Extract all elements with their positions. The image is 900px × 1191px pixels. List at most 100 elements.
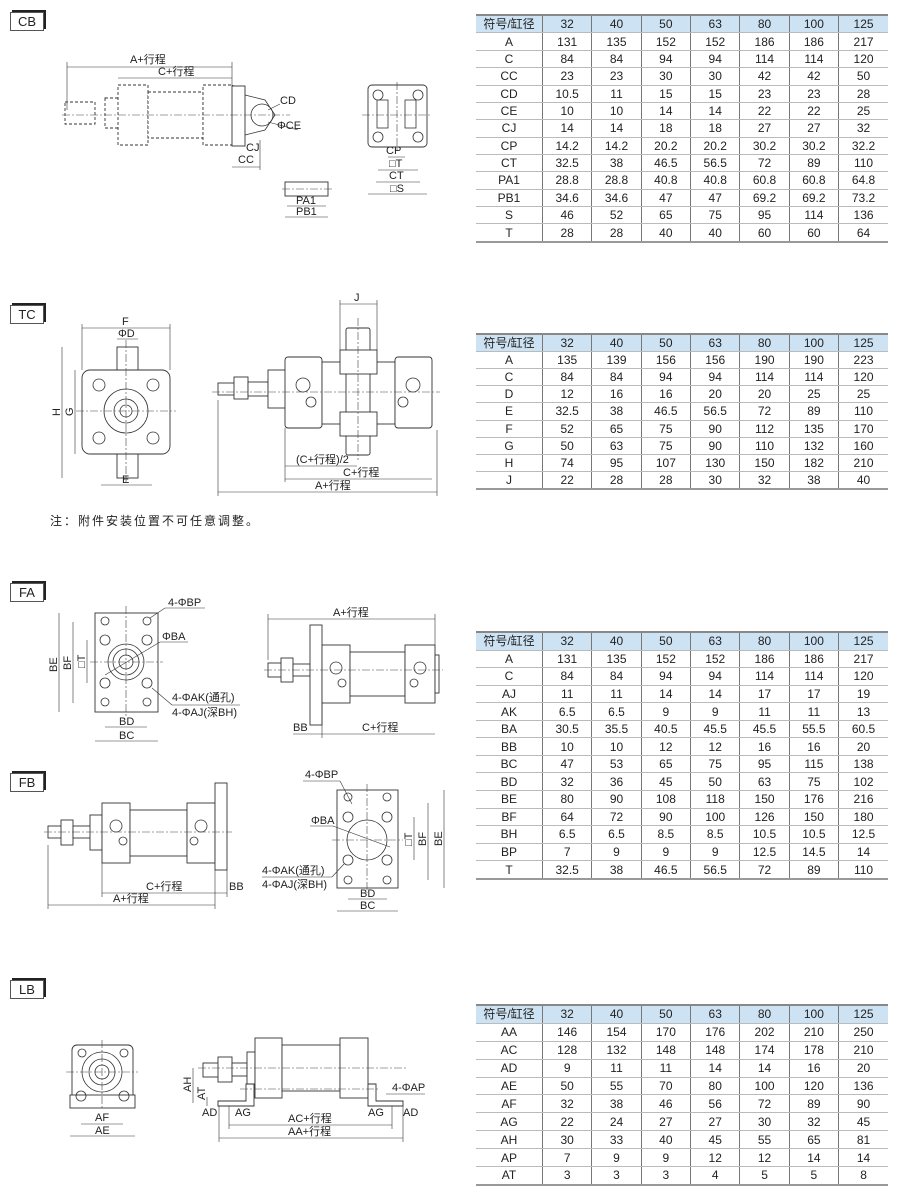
table-header-cell: 32 xyxy=(541,333,592,353)
table-cell: 72 xyxy=(739,154,790,173)
table-cell: 90 xyxy=(690,437,740,455)
table-cell: 56.5 xyxy=(690,402,740,421)
dim-label: (C+行程)/2 xyxy=(296,453,349,466)
table-cell: 30 xyxy=(739,1112,790,1132)
table-cell: 10.5 xyxy=(739,825,790,844)
table-row-label: CP xyxy=(476,137,543,155)
table-cell: 131 xyxy=(541,32,592,51)
table-cell: 75 xyxy=(690,755,740,774)
table-cell: 11 xyxy=(591,685,642,704)
table-cell: 90 xyxy=(690,420,740,438)
table-cell: 100 xyxy=(690,808,740,827)
table-cell: 210 xyxy=(838,454,888,472)
table-cell: 22 xyxy=(541,471,592,490)
dim-label: AF xyxy=(95,1112,109,1124)
table-row: AP 7 9 9 12 12 14 14 xyxy=(476,1148,888,1167)
table-row-label: AP xyxy=(476,1148,543,1167)
table-cell: 182 xyxy=(788,454,839,472)
table-header-cell: 125 xyxy=(838,333,888,353)
table-cell: 10.5 xyxy=(541,85,592,103)
table-cell: 136 xyxy=(838,206,888,225)
table-cell: 94 xyxy=(690,50,740,69)
table-cell: 14 xyxy=(739,1059,790,1078)
table-cell: 30 xyxy=(640,67,691,86)
table-cell: 9 xyxy=(640,702,691,721)
table-cell: 84 xyxy=(541,50,592,69)
table-header-cell: 32 xyxy=(541,1003,592,1024)
table-cell: 75 xyxy=(788,772,839,792)
table-row: H 74 95 107 130 150 182 210 xyxy=(476,454,888,472)
table-cell: 120 xyxy=(838,50,888,69)
table-cell: 32.2 xyxy=(838,137,888,155)
table-cell: 186 xyxy=(788,32,839,51)
dim-label: □T xyxy=(403,832,415,846)
table-cell: 152 xyxy=(640,650,691,669)
dim-label: BE xyxy=(433,831,445,846)
table-cell: 30 xyxy=(690,471,740,490)
dim-label: C+行程 xyxy=(362,721,398,734)
table-cell: 130 xyxy=(690,454,740,472)
table-row: AE 50 55 70 80 100 120 136 xyxy=(476,1077,888,1096)
table-cell: 45 xyxy=(838,1112,888,1132)
table-header-cell: 符号/缸径 xyxy=(476,630,543,651)
table-cell: 27 xyxy=(690,1112,740,1132)
table-cell: 10 xyxy=(591,102,642,121)
table-row: BF 64 72 90 100 126 150 180 xyxy=(476,808,888,827)
table-row: A 131 135 152 152 186 186 217 xyxy=(476,650,888,669)
dim-label: ΦD xyxy=(118,328,135,340)
table-cell: 46.5 xyxy=(640,402,691,421)
table-cell: 46.5 xyxy=(640,860,691,881)
table-row-label: CC xyxy=(476,67,543,86)
table-cell: 138 xyxy=(838,755,888,774)
table-cell: 14.5 xyxy=(788,843,839,862)
table-cell: 5 xyxy=(788,1166,839,1186)
table-header-cell: 100 xyxy=(788,1003,839,1024)
table-cell: 50 xyxy=(541,437,592,455)
table-cell: 70 xyxy=(640,1077,691,1096)
table-cell: 120 xyxy=(838,667,888,686)
table-row-label: C xyxy=(476,368,543,387)
table-cell: 89 xyxy=(788,402,839,421)
table-header-cell: 80 xyxy=(739,333,790,353)
table-cell: 42 xyxy=(788,67,839,86)
table-cell: 84 xyxy=(591,50,642,69)
table-cell: 18 xyxy=(690,119,740,138)
table-cell: 45 xyxy=(690,1130,740,1150)
table-row: AA 146 154 170 176 202 210 250 xyxy=(476,1023,888,1042)
table-cell: 30.5 xyxy=(541,720,592,739)
table-cell: 6.5 xyxy=(591,702,642,721)
table-cell: 132 xyxy=(591,1041,642,1060)
table-cell: 12 xyxy=(690,737,740,756)
table-cell: 33 xyxy=(591,1130,642,1150)
table-cell: 14 xyxy=(788,1148,839,1167)
table-cell: 28 xyxy=(541,223,592,244)
dim-label: CJ xyxy=(246,142,259,154)
table-cell: 135 xyxy=(788,420,839,438)
fa-side-drawing: A+行程 BB C+行程 xyxy=(264,606,443,738)
table-cell: 89 xyxy=(788,860,839,881)
table-row-label: C xyxy=(476,667,543,686)
table-header-cell: 40 xyxy=(591,333,642,353)
table-cell: 110 xyxy=(838,402,888,421)
dim-label: AD xyxy=(403,1107,418,1119)
table-cell: 128 xyxy=(541,1041,592,1060)
table-cell: 75 xyxy=(640,420,691,438)
table-cell: 55 xyxy=(739,1130,790,1150)
table-cell: 50 xyxy=(838,67,888,86)
lb-front-drawing: AF AE xyxy=(66,1040,138,1137)
table-cell: 110 xyxy=(838,860,888,881)
dim-label: H xyxy=(51,408,63,416)
table-cell: 45.5 xyxy=(690,720,740,739)
table-cell: 45.5 xyxy=(739,720,790,739)
table-cell: 80 xyxy=(541,790,592,809)
dim-label: E xyxy=(122,474,129,486)
table-cell: 81 xyxy=(838,1130,888,1150)
dim-label: 4-ΦBP xyxy=(168,597,201,609)
table-cell: 148 xyxy=(640,1041,691,1060)
table-cell: 120 xyxy=(838,368,888,387)
table-header-cell: 125 xyxy=(838,630,888,651)
table-cell: 170 xyxy=(838,420,888,438)
table-cell: 114 xyxy=(739,368,790,387)
table-cell: 210 xyxy=(788,1023,839,1042)
dim-label: PA1 xyxy=(296,195,316,207)
